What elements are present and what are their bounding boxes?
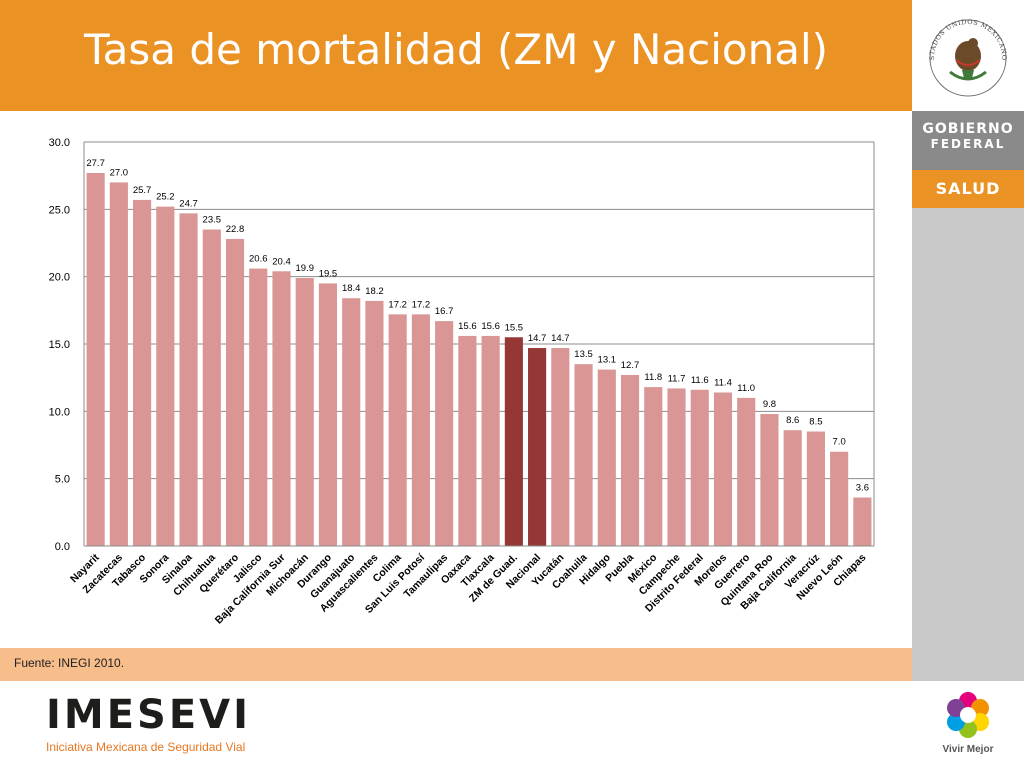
bar-27 [713,392,733,546]
bar-10 [318,283,338,546]
bar-14 [411,314,430,546]
value-label: 24.7 [179,198,198,209]
bar-4 [179,213,198,546]
value-label: 8.6 [786,415,799,426]
source-note: Fuente: INEGI 2010. [14,656,125,670]
y-tick-label: 20.0 [49,272,70,284]
value-label: 15.5 [505,322,524,333]
value-label: 19.5 [319,268,338,279]
chart-value-labels: 27.7 27.0 25.7 25.2 24.7 23.5 22.8 20.6 20.4 19.9… [86,158,869,494]
mexico-seal: ESTADOS UNIDOS MEXICANOS [909,0,1024,111]
vivir-mejor-logo: Vivir Mejor [912,681,1024,768]
value-label: 27.0 [110,167,129,178]
vivir-mejor-flower-icon [947,692,989,738]
value-label: 15.6 [458,321,477,332]
y-tick-label: 30.0 [49,137,70,149]
value-label: 18.4 [342,283,361,294]
imesevi-tagline: Iniciativa Mexicana de Seguridad Vial [46,740,246,754]
value-label: 20.6 [249,254,268,265]
value-label: 13.1 [598,355,617,366]
value-label: 9.8 [763,399,776,410]
bar-1 [109,182,128,546]
value-label: 11.4 [714,377,732,388]
imesevi-logo: IMESEVI [46,692,251,738]
bar-11 [342,298,361,546]
value-label: 13.5 [574,349,593,360]
value-label: 12.7 [621,360,640,371]
bar-3 [156,206,175,546]
bar-0 [86,172,105,546]
bar-32 [830,451,849,546]
value-label: 19.9 [295,263,314,274]
bar-16 [458,335,477,546]
value-label: 25.7 [133,185,152,196]
bar-15 [435,321,454,546]
value-label: 14.7 [551,333,570,344]
chart-bars [86,172,872,546]
y-tick-label: 5.0 [55,474,70,486]
bar-25 [667,388,686,546]
y-tick-label: 25.0 [49,204,70,216]
bar-33 [853,497,872,546]
value-label: 15.6 [481,321,500,332]
bar-22 [597,369,616,546]
salud-label: SALUD [912,170,1024,208]
bar-9 [295,278,314,546]
y-tick-label: 10.0 [49,406,70,418]
source-band: Fuente: INEGI 2010. [0,648,912,681]
value-label: 11.8 [644,372,662,383]
federal-label: FEDERAL [930,137,1006,151]
chart-gridlines [84,141,874,547]
slide-title: Tasa de mortalidad (ZM y Nacional) [83,25,829,74]
bar-30 [783,430,802,546]
mortality-bar-chart: 27.7 27.0 25.7 25.2 24.7 23.5 22.8 20.6 20.4 19.9… [49,137,875,627]
bar-20 [551,348,570,546]
y-tick-label: 15.0 [49,339,70,351]
bar-26 [690,389,709,546]
mexico-seal-icon: ESTADOS UNIDOS MEXICANOS [909,0,1008,97]
value-label: 14.7 [528,333,547,344]
vivir-mejor-label: Vivir Mejor [942,744,994,755]
bar-28 [737,397,756,546]
bar-29 [760,414,779,546]
value-label: 8.5 [809,417,822,428]
value-label: 18.2 [365,286,384,297]
title-bar: Tasa de mortalidad (ZM y Nacional) [0,0,912,111]
bar-24 [644,387,663,546]
bar-19 [528,348,547,546]
value-label: 16.7 [435,306,454,317]
bar-5 [202,229,221,546]
value-label: 20.4 [272,256,291,267]
bar-31 [806,431,825,546]
bar-7 [249,268,268,546]
bar-21 [574,364,593,546]
bar-18 [504,337,523,546]
branding-panel: ESTADOS UNIDOS MEXICANOS Gobierno FEDERA… [909,0,1024,768]
value-label: 23.5 [203,215,222,226]
bar-12 [365,300,384,546]
value-label: 25.2 [156,192,175,203]
bar-6 [225,238,245,546]
value-label: 11.0 [737,383,755,394]
side-panel-fill [912,208,1024,681]
value-label: 17.2 [412,299,431,310]
y-tick-label: 0.0 [55,541,70,553]
value-label: 7.0 [833,437,846,448]
bar-13 [388,314,407,546]
value-label: 27.7 [86,158,105,169]
value-label: 11.6 [691,375,709,386]
value-label: 3.6 [856,483,869,494]
gobierno-federal-logo: Gobierno FEDERAL [912,111,1024,170]
value-label: 17.2 [388,299,407,310]
value-label: 22.8 [226,224,245,235]
bar-8 [272,271,291,546]
bar-17 [481,335,500,546]
bar-2 [133,199,152,546]
value-label: 11.7 [668,373,686,384]
bar-23 [620,374,640,546]
gobierno-label: Gobierno [922,121,1014,137]
